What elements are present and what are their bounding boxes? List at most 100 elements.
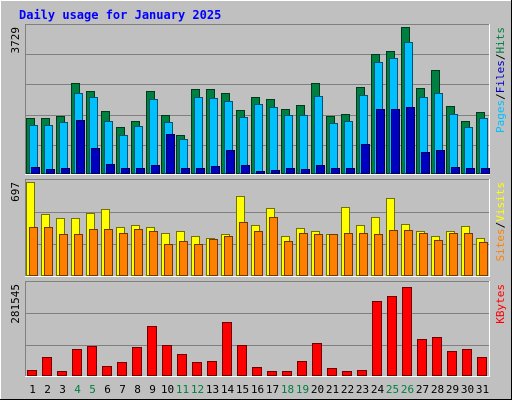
day-label: 15 [236,383,249,396]
series-pages [31,107,490,174]
kbytes-bar [192,362,202,376]
pages-bar [361,144,370,174]
kbytes-bar [27,370,37,376]
pages-bar [136,168,145,174]
sites-bar [254,231,263,276]
kbytes-bar [282,371,292,376]
day-label: 9 [149,383,156,396]
pages-bar [196,168,205,174]
pages-bar [436,150,445,174]
legend-label-part: Files [494,60,507,93]
sites-bar [269,217,278,276]
pages-bar [31,167,40,174]
day-label: 14 [221,383,235,396]
panels-layer: 3729 697 281545 [9,24,490,377]
y-max-label: 281545 [9,284,22,324]
sites-bar [404,230,413,276]
pages-bar [406,107,415,174]
day-label: 24 [371,383,385,396]
legend-label-part: Visits [494,182,507,222]
kbytes-bar [207,361,217,376]
day-label: 18 [281,383,294,396]
pages-bar [211,166,220,174]
kbytes-bar [402,287,412,376]
y-max-label: 697 [9,182,22,202]
sites-bar [44,227,53,276]
day-label: 5 [89,383,96,396]
day-label: 13 [206,383,219,396]
day-label: 17 [266,383,279,396]
sites-bar [374,234,383,276]
sites-bar [119,233,128,276]
day-label: 4 [74,383,81,396]
legend-label-part: / [494,222,507,229]
sites-bar [464,233,473,276]
files-bar [59,122,68,174]
sites-bar [29,227,38,276]
kbytes-bar [327,368,337,376]
legend-label-part: / [494,93,507,100]
kbytes-bar [372,301,382,376]
pages-bar [346,168,355,174]
pages-bar [331,168,340,174]
kbytes-bar [42,357,52,376]
pages-bar [391,109,400,174]
files-bar [329,123,338,174]
sites-bar [344,233,353,276]
kbytes-bar [477,357,487,376]
sites-bar [314,234,323,276]
pages-bar [376,109,385,174]
sites-bar [419,233,428,276]
pages-bar [421,152,430,174]
day-label: 29 [446,383,459,396]
plot-area [25,281,490,377]
day-label: 27 [416,383,429,396]
files-bar [194,97,203,174]
sites-bar [329,234,338,276]
files-bar [29,125,38,174]
day-label: 6 [104,383,111,396]
legend-label-part: Pages [494,100,507,133]
kbytes-bar [132,347,142,376]
legend-label-part: KBytes [494,284,507,324]
day-label: 12 [191,383,204,396]
day-label: 2 [44,383,51,396]
pages-bar [286,168,295,174]
files-bar [44,125,53,174]
panel-hits-files-pages: 3729 [9,24,490,175]
pages-bar [166,134,175,174]
sites-bar [224,236,233,276]
panel-visits-sites: 697 [9,179,490,277]
pages-bar [316,165,325,174]
sites-bar [194,244,203,276]
legend-label-part: Hits [494,27,507,54]
kbytes-bar [462,349,472,376]
pages-bar [121,168,130,174]
panel-kbytes: 281545 [9,281,490,377]
sites-bar [74,234,83,276]
sites-bar [209,239,218,276]
sites-bar [479,242,488,276]
day-label: 21 [326,383,339,396]
pages-bar [181,168,190,174]
y-max-label: 3729 [9,27,22,54]
kbytes-bar [72,349,82,376]
pages-bar [271,170,280,174]
files-bar [449,114,458,174]
kbytes-bar [87,346,97,376]
day-label: 16 [251,383,264,396]
pages-bar [451,167,460,174]
sites-bar [104,229,113,276]
pages-bar [481,168,490,174]
pages-bar [466,168,475,174]
series-kbytes [27,287,487,376]
kbytes-bar [102,366,112,376]
sites-bar [134,229,143,276]
files-bar [134,126,143,174]
sites-bar [284,241,293,276]
files-bar [464,127,473,174]
pages-bar [241,165,250,174]
day-label: 26 [401,383,414,396]
